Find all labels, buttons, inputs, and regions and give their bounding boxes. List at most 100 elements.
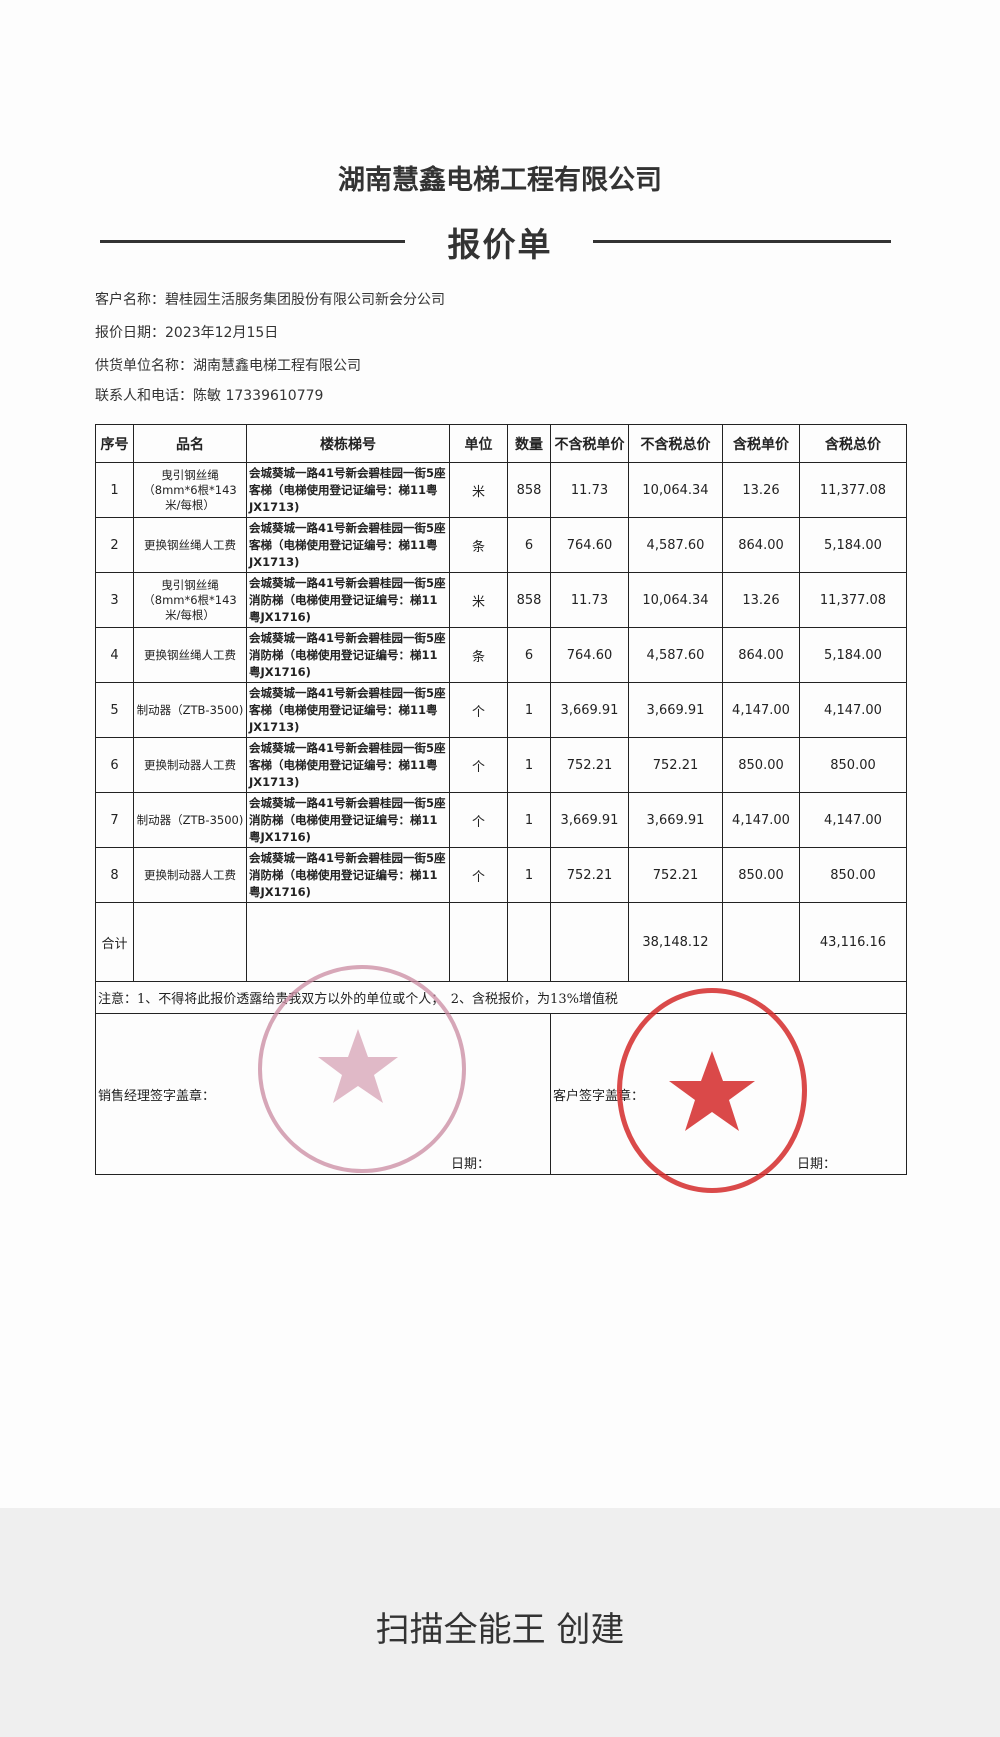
cell-no: 5 [95, 682, 134, 738]
cell-total-tax: 850.00 [799, 847, 907, 903]
cell-no: 4 [95, 627, 134, 683]
cell-total-tax: 11,377.08 [799, 572, 907, 628]
cell-total: 4,587.60 [628, 627, 723, 683]
cell-unit: 米 [449, 572, 508, 628]
cell-unit: 个 [449, 737, 508, 793]
cell-item: 更换制动器人工费 [133, 847, 247, 903]
customer-signature-label: 客户签字盖章： [553, 1088, 645, 1104]
value: 湖南慧鑫电梯工程有限公司 [193, 358, 361, 374]
cell-qty: 6 [507, 517, 551, 573]
cell-qty: 1 [507, 792, 551, 848]
cell-total-tax: 11,377.08 [799, 462, 907, 518]
value: 碧桂园生活服务集团股份有限公司新会分公司 [165, 292, 445, 308]
cell-unit-price: 3,669.91 [550, 682, 629, 738]
cell-total: 4,587.60 [628, 517, 723, 573]
cell-location: 会城葵城一路41号新会碧桂园一街5座消防梯（电梯使用登记证编号：梯11粤JX17… [246, 847, 450, 903]
column-header: 序号 [95, 424, 134, 463]
cell-total-tax: 4,147.00 [799, 792, 907, 848]
cell-location: 会城葵城一路41号新会碧桂园一街5座客梯（电梯使用登记证编号：梯11粤JX171… [246, 737, 450, 793]
contact: 联系人和电话：陈敏 17339610779 [95, 385, 323, 405]
cell-qty: 1 [507, 737, 551, 793]
cell-unit-price-tax: 850.00 [722, 847, 800, 903]
note: 注意：1、不得将此报价透露给贵我双方以外的单位或个人； 2、含税报价，为13%增… [95, 981, 907, 1014]
cell-location: 会城葵城一路41号新会碧桂园一街5座客梯（电梯使用登记证编号：梯11粤JX171… [246, 517, 450, 573]
cell-item: 制动器（ZTB-3500) [133, 682, 247, 738]
table-row: 3 曳引钢丝绳（8mm*6根*143米/每根） 会城葵城一路41号新会碧桂园一街5座… [95, 572, 907, 628]
cell-total: 752.21 [628, 737, 723, 793]
cell-no: 7 [95, 792, 134, 848]
label: 报价日期： [95, 325, 165, 341]
cell-unit: 条 [449, 517, 508, 573]
column-header: 不含税总价 [628, 424, 723, 463]
customer-signature-cell: 客户签字盖章： 日期： [550, 1013, 907, 1175]
cell [550, 902, 629, 982]
cell-location: 会城葵城一路41号新会碧桂园一街5座消防梯（电梯使用登记证编号：梯11粤JX17… [246, 572, 450, 628]
table-row: 1 曳引钢丝绳（8mm*6根*143米/每根） 会城葵城一路41号新会碧桂园一街5座… [95, 462, 907, 518]
cell-unit-price: 11.73 [550, 462, 629, 518]
cell-unit: 个 [449, 792, 508, 848]
cell-unit-price-tax: 4,147.00 [722, 792, 800, 848]
cell-unit: 个 [449, 682, 508, 738]
cell-no: 6 [95, 737, 134, 793]
table-row: 2 更换钢丝绳人工费 会城葵城一路41号新会碧桂园一街5座客梯（电梯使用登记证编号：… [95, 517, 907, 573]
cell-unit-price: 752.21 [550, 847, 629, 903]
cell-unit-price: 764.60 [550, 627, 629, 683]
title-rule-left [100, 240, 405, 243]
date-label: 日期： [450, 1157, 490, 1172]
supplier-name: 供货单位名称：湖南慧鑫电梯工程有限公司 [95, 355, 361, 375]
cell-total-tax: 4,147.00 [799, 682, 907, 738]
column-header: 含税单价 [722, 424, 800, 463]
cell-unit-price-tax: 864.00 [722, 517, 800, 573]
sales-signature-label: 销售经理签字盖章： [98, 1088, 216, 1104]
cell-unit-price-tax: 864.00 [722, 627, 800, 683]
cell-location: 会城葵城一路41号新会碧桂园一街5座消防梯（电梯使用登记证编号：梯11粤JX17… [246, 627, 450, 683]
document-title: 报价单 [447, 225, 553, 264]
cell-item: 曳引钢丝绳（8mm*6根*143米/每根） [133, 462, 247, 518]
cell-qty: 858 [507, 572, 551, 628]
table-row: 8 更换制动器人工费 会城葵城一路41号新会碧桂园一街5座消防梯（电梯使用登记证编号… [95, 847, 907, 903]
cell [722, 902, 800, 982]
scanner-watermark-text: 扫描全能王 创建 [375, 1610, 625, 1650]
cell-unit: 米 [449, 462, 508, 518]
cell-total: 3,669.91 [628, 682, 723, 738]
cell-total-tax: 5,184.00 [799, 517, 907, 573]
cell-unit: 个 [449, 847, 508, 903]
total-row: 合计 38,148.12 43,116.16 [95, 902, 907, 982]
cell-item: 更换钢丝绳人工费 [133, 517, 247, 573]
table-row: 7 制动器（ZTB-3500) 会城葵城一路41号新会碧桂园一街5座消防梯（电梯使用… [95, 792, 907, 848]
cell-no: 8 [95, 847, 134, 903]
date-label: 日期： [796, 1157, 836, 1172]
column-header: 单位 [449, 424, 508, 463]
company-title: 湖南慧鑫电梯工程有限公司 [338, 165, 662, 196]
cell-total: 3,669.91 [628, 792, 723, 848]
cell-unit: 条 [449, 627, 508, 683]
note-row: 注意：1、不得将此报价透露给贵我双方以外的单位或个人； 2、含税报价，为13%增… [95, 981, 907, 1014]
quote-date: 报价日期：2023年12月15日 [95, 322, 278, 342]
cell-total-tax: 5,184.00 [799, 627, 907, 683]
table-row: 5 制动器（ZTB-3500) 会城葵城一路41号新会碧桂园一街5座客梯（电梯使用登… [95, 682, 907, 738]
cell-qty: 6 [507, 627, 551, 683]
cell-total: 10,064.34 [628, 572, 723, 628]
cell-item: 更换制动器人工费 [133, 737, 247, 793]
total-amount-tax: 43,116.16 [799, 902, 907, 982]
table-row: 4 更换钢丝绳人工费 会城葵城一路41号新会碧桂园一街5座消防梯（电梯使用登记证编号… [95, 627, 907, 683]
value: 陈敏 17339610779 [193, 388, 324, 404]
label: 供货单位名称： [95, 358, 193, 374]
cell-item: 制动器（ZTB-3500) [133, 792, 247, 848]
cell [449, 902, 508, 982]
column-header: 不含税单价 [550, 424, 629, 463]
cell-no: 2 [95, 517, 134, 573]
cell-unit-price-tax: 13.26 [722, 572, 800, 628]
customer-name: 客户名称：碧桂园生活服务集团股份有限公司新会分公司 [95, 289, 445, 309]
cell-location: 会城葵城一路41号新会碧桂园一街5座客梯（电梯使用登记证编号：梯11粤JX171… [246, 462, 450, 518]
cell-unit-price-tax: 4,147.00 [722, 682, 800, 738]
table-header: 序号 品名 楼栋梯号 单位 数量 不含税单价 不含税总价 含税单价 含税总价 [95, 424, 907, 463]
cell-qty: 858 [507, 462, 551, 518]
sales-signature-cell: 销售经理签字盖章： 日期： [95, 1013, 551, 1175]
title-rule-right [593, 240, 891, 243]
cell-qty: 1 [507, 682, 551, 738]
cell-location: 会城葵城一路41号新会碧桂园一街5座客梯（电梯使用登记证编号：梯11粤JX171… [246, 682, 450, 738]
cell-unit-price-tax: 850.00 [722, 737, 800, 793]
cell-unit-price: 11.73 [550, 572, 629, 628]
cell-item: 曳引钢丝绳（8mm*6根*143米/每根） [133, 572, 247, 628]
